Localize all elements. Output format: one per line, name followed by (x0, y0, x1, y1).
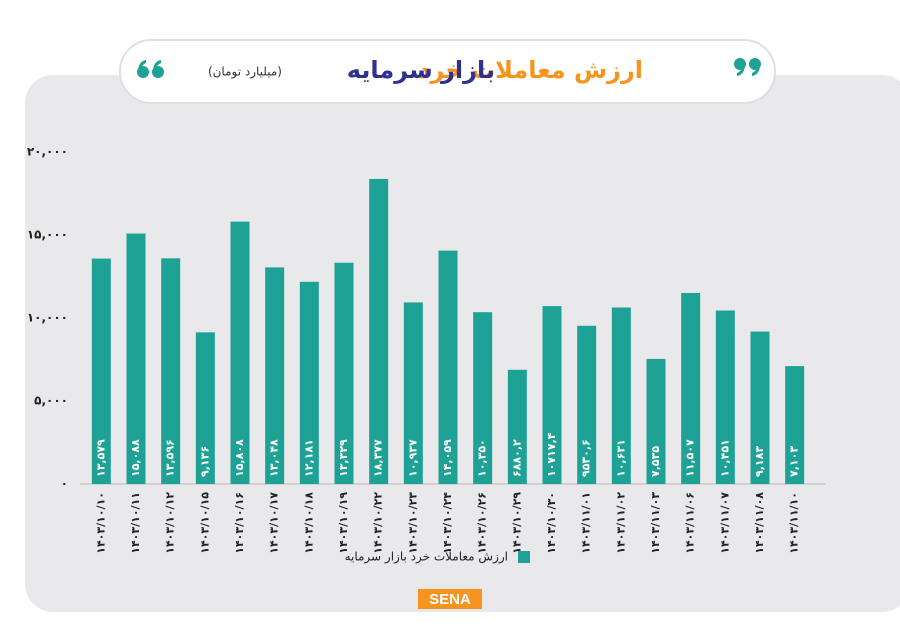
value-label: ۱۲,۱۸۱ (302, 439, 315, 477)
value-label: ۱۳,۰۴۸ (268, 439, 281, 477)
bar (161, 258, 181, 484)
bar (473, 312, 493, 484)
bar (195, 332, 215, 484)
x-tick-label: ۱۴۰۳/۱۰/۲۳ (406, 492, 419, 554)
bar (577, 325, 597, 484)
x-tick-label: ۱۴۰۳/۱۰/۱۷ (268, 492, 281, 554)
bar (265, 267, 285, 484)
bar (334, 262, 354, 484)
bar (438, 250, 458, 484)
x-tick-label: ۱۴۰۳/۱۱/۱۰ (788, 492, 801, 554)
bar (750, 331, 770, 484)
x-tick-label: ۱۴۰۳/۱۱/۰۲ (614, 492, 627, 554)
chart-title: ارزش معاملات خرد (418, 56, 643, 84)
x-tick-label: ۱۴۰۳/۱۰/۲۴ (441, 492, 454, 554)
value-label: ۱۴,۰۵۹ (441, 439, 454, 477)
bar (299, 281, 319, 484)
value-label: ۱۳,۵۷۹ (94, 439, 107, 477)
x-tick-label: ۱۴۰۳/۱۱/۰۳ (649, 492, 662, 554)
x-tick-label: ۱۴۰۳/۱۰/۱۱ (129, 492, 142, 554)
bar (542, 306, 562, 484)
y-tick-label: ۰ (61, 477, 68, 491)
bar (611, 307, 631, 484)
value-label: ۶۸۸۰,۲ (510, 439, 523, 477)
value-label: ۹۵۳۰,۶ (580, 439, 593, 477)
logo-box (418, 589, 482, 609)
x-tick-label: ۱۴۰۳/۱۰/۱۶ (233, 492, 246, 554)
bar (126, 233, 146, 484)
value-label: ۱۰,۶۳۱ (614, 439, 627, 477)
value-label: ۱۰۷۱۷,۴ (545, 432, 558, 477)
x-tick-label: ۱۴۰۳/۱۱/۰۶ (684, 492, 697, 554)
x-tick-label: ۱۴۰۳/۱۰/۱۲ (164, 492, 177, 554)
quote-right (734, 58, 761, 76)
value-label: ۱۳,۳۲۹ (337, 439, 350, 477)
bar (646, 358, 666, 484)
bar (715, 310, 735, 484)
value-label: ۱۰,۴۵۱ (718, 439, 731, 477)
value-label: ۱۰,۳۵۰ (476, 439, 489, 477)
legend-swatch (518, 551, 530, 563)
x-tick-label: ۱۴۰۳/۱۱/۰۷ (718, 492, 731, 554)
legend-label: ارزش معاملات خرد بازار سرمایه (345, 550, 508, 565)
bar (403, 302, 423, 484)
x-tick-label: ۱۴۰۳/۱۱/۰۱ (580, 492, 593, 554)
x-tick-label: ۱۴۰۳/۱۰/۱۸ (302, 492, 315, 554)
logo: SENA (429, 591, 471, 608)
bar (785, 366, 805, 484)
value-label: ۱۵,۰۸۸ (129, 439, 142, 477)
bar (230, 221, 250, 484)
y-tick-label: ۲۰,۰۰۰ (27, 145, 68, 159)
bar (681, 292, 701, 484)
value-label: ۷,۵۳۵ (649, 446, 662, 477)
value-label: ۹,۱۸۳ (753, 446, 766, 477)
y-tick-label: ۵,۰۰۰ (34, 394, 68, 408)
x-tick-label: ۱۴۰۳/۱۱/۰۸ (753, 492, 766, 554)
value-label: ۱۸,۳۷۷ (372, 439, 385, 477)
x-tick-label: ۱۴۰۳/۱۰/۱۰ (94, 492, 107, 554)
value-label: ۱۱,۵۰۷ (684, 439, 697, 477)
value-label: ۱۳,۵۹۶ (164, 439, 177, 477)
value-label: ۹,۱۳۶ (198, 446, 211, 477)
title-pill (119, 39, 776, 104)
value-label: ۱۵,۸۰۸ (233, 439, 246, 477)
bar (369, 178, 389, 484)
chart-subtitle: (میلیارد تومان) (208, 65, 282, 80)
value-label: ۱۰,۹۳۷ (406, 439, 419, 477)
chart-title-2: بازار سرمایه (347, 56, 495, 84)
x-tick-label: ۱۴۰۳/۱۰/۱۹ (337, 492, 350, 554)
x-tick-label: ۱۴۰۳/۱۰/۲۹ (510, 492, 523, 554)
bar (91, 258, 111, 484)
x-tick-label: ۱۴۰۳/۱۰/۲۶ (476, 492, 489, 554)
y-tick-label: ۱۵,۰۰۰ (27, 228, 68, 242)
y-tick-label: ۱۰,۰۰۰ (27, 311, 68, 325)
x-tick-label: ۱۴۰۳/۱۰/۳۰ (545, 492, 558, 554)
bar (507, 369, 527, 484)
x-tick-label: ۱۴۰۳/۱۰/۲۲ (372, 492, 385, 554)
x-tick-label: ۱۴۰۳/۱۰/۱۵ (198, 492, 211, 554)
value-label: ۷,۱۰۳ (788, 446, 801, 477)
quote-left (137, 60, 164, 78)
